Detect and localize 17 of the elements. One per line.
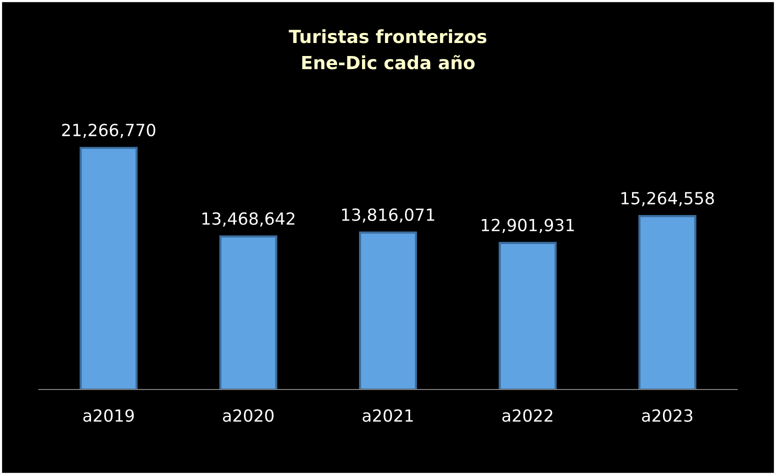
bar <box>498 242 557 390</box>
bar <box>359 231 417 390</box>
data-label: 12,901,931 <box>482 218 574 234</box>
chart-title: Turistas fronterizos <box>288 29 486 44</box>
data-label: 15,264,558 <box>621 192 714 206</box>
bar <box>219 235 278 390</box>
data-label: 21,266,770 <box>62 124 156 138</box>
x-tick-label: a2019 <box>83 409 134 422</box>
bar <box>638 215 696 390</box>
x-tick-label: a2021 <box>362 409 413 422</box>
bar <box>80 146 138 390</box>
x-tick-label: a2022 <box>502 409 552 422</box>
data-label: 13,816,071 <box>342 208 434 223</box>
data-label: 13,468,642 <box>202 212 294 227</box>
x-tick-label: a2023 <box>642 409 692 422</box>
x-tick-label: a2020 <box>223 409 274 422</box>
chart-subtitle: Ene-Dic cada año <box>302 55 475 70</box>
